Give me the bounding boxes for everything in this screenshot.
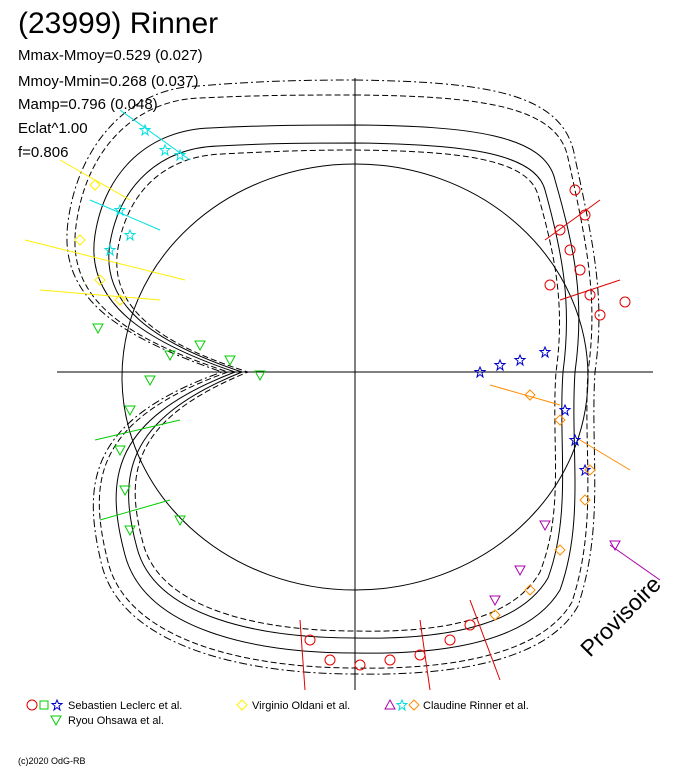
observations-blue (474, 346, 591, 476)
observations-purple (489, 520, 661, 606)
legend: Sebastien Leclerc et al. Ryou Ohsawa et … (26, 699, 529, 727)
stat: Eclat^1.00 (18, 120, 88, 137)
axes (57, 78, 653, 690)
stat: Mamp=0.796 (0.048) (18, 96, 158, 113)
stat: Mmax-Mmoy=0.529 (0.027) (18, 47, 203, 64)
observations-cyan (89, 109, 191, 256)
observations-green (92, 323, 266, 536)
legend-label: Sebastien Leclerc et al. (68, 700, 182, 712)
observations-orange (489, 384, 631, 621)
model-curves (66, 79, 600, 675)
footer: (c)2020 OdG-RB (18, 756, 86, 766)
legend-label: Ryou Ohsawa et al. (68, 715, 164, 727)
observations-red (299, 184, 631, 691)
observations-yellow (24, 159, 186, 306)
stat: f=0.806 (18, 144, 68, 161)
stat: Mmoy-Mmin=0.268 (0.037) (18, 73, 198, 90)
legend-label: Claudine Rinner et al. (423, 700, 529, 712)
title: (23999) Rinner (18, 7, 218, 40)
legend-label: Virginio Oldani et al. (252, 700, 350, 712)
watermark: Provisoire (575, 571, 666, 662)
